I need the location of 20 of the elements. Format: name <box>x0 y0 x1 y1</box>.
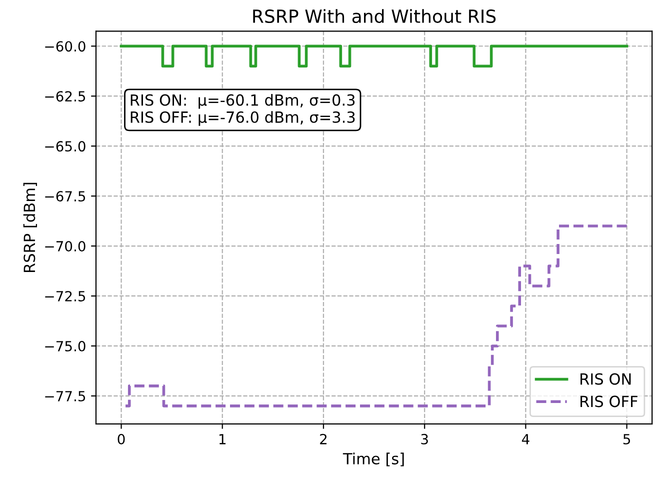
x-tick-label: 4 <box>522 434 530 444</box>
y-tick-label: −72.5 <box>45 290 86 302</box>
x-tick-label: 1 <box>219 434 226 444</box>
chart-title: RSRP With and Without RIS <box>253 9 496 24</box>
x-tick-label: 2 <box>320 434 327 444</box>
x-tick-label: 3 <box>421 434 428 444</box>
y-tick-label: −65.0 <box>45 141 86 152</box>
y-tick-label: −77.5 <box>45 391 86 402</box>
x-axis-title: Time [s] <box>342 452 404 466</box>
legend-label: RIS ON <box>580 373 631 385</box>
y-tick-label: −62.5 <box>45 91 86 102</box>
legend-label: RIS OFF <box>580 396 638 408</box>
y-axis-title: RSRP [dBm] <box>23 182 37 272</box>
x-tick-label: 0 <box>118 434 125 444</box>
x-tick-label: 5 <box>623 434 630 444</box>
annotation: RIS ON: μ=-60.1 dBm, σ=0.3 RIS OFF: μ=-76.0 dBm, σ=3.3 <box>130 94 355 126</box>
y-tick-label: −67.5 <box>45 191 86 202</box>
y-tick-label: −70.0 <box>45 240 86 252</box>
y-tick-label: −75.0 <box>45 340 86 352</box>
y-tick-label: −60.0 <box>45 41 86 52</box>
